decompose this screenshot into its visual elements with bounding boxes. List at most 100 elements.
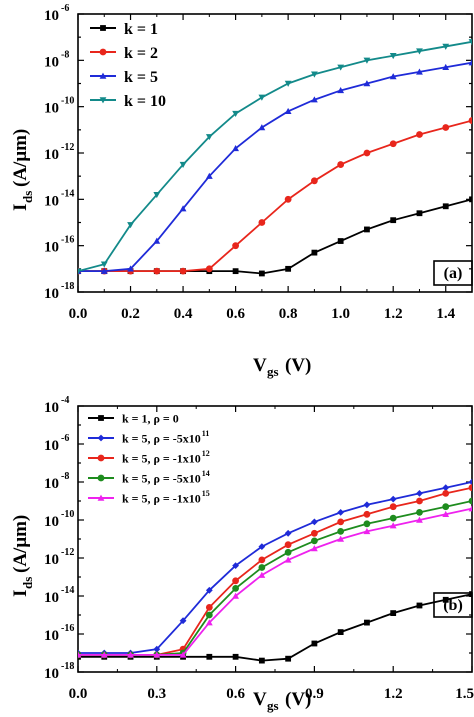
legend-entry-label: k = 5, ρ = -1x10 bbox=[122, 491, 201, 505]
data-point bbox=[337, 528, 345, 535]
legend-swatch-marker bbox=[97, 474, 105, 482]
data-point bbox=[232, 242, 240, 250]
data-point bbox=[442, 596, 449, 603]
y-tick-label-exponent: -8 bbox=[61, 471, 69, 482]
y-tick-label: 10 bbox=[44, 286, 59, 302]
y-tick-label: 10 bbox=[44, 8, 59, 24]
data-point bbox=[389, 73, 397, 80]
y-tick-label-exponent: -12 bbox=[61, 547, 74, 558]
series-3 bbox=[78, 484, 472, 659]
series-line bbox=[78, 61, 472, 273]
legend-entry-label: k = 10 bbox=[124, 93, 166, 110]
x-tick-label: 1.4 bbox=[436, 306, 455, 322]
x-tick-label: 0.0 bbox=[69, 686, 88, 702]
data-point bbox=[468, 484, 472, 492]
data-point bbox=[389, 52, 397, 60]
data-point bbox=[179, 161, 187, 168]
x-tick-label: 0.6 bbox=[226, 686, 245, 702]
y-axis-label-unit: (A/μm) bbox=[10, 129, 31, 187]
data-point bbox=[284, 107, 292, 115]
y-tick-label: 10 bbox=[44, 240, 59, 256]
legend-swatch-marker bbox=[98, 415, 104, 421]
y-tick-label-exponent: -14 bbox=[61, 188, 74, 199]
data-point bbox=[284, 529, 292, 537]
legend-swatch-marker bbox=[99, 72, 107, 79]
data-point bbox=[258, 571, 266, 578]
series-line bbox=[78, 40, 472, 273]
data-point bbox=[258, 564, 266, 571]
data-point bbox=[284, 80, 292, 87]
data-point bbox=[205, 172, 213, 179]
data-point bbox=[153, 237, 161, 244]
series-2 bbox=[78, 117, 472, 275]
data-point bbox=[311, 249, 318, 256]
data-point bbox=[311, 640, 318, 647]
data-point bbox=[337, 87, 345, 94]
panel-label-box bbox=[433, 260, 473, 286]
y-tick-label-exponent: -12 bbox=[61, 142, 74, 153]
legend-entry-label: k = 1 bbox=[124, 21, 158, 38]
x-tick-label: 0.4 bbox=[174, 306, 193, 322]
x-tick-label: 0.8 bbox=[279, 306, 298, 322]
data-point bbox=[205, 265, 213, 273]
series-5 bbox=[78, 505, 472, 658]
y-axis-label: I bbox=[10, 590, 31, 597]
y-axis-label-subscript: ds bbox=[20, 577, 35, 589]
x-tick-label: 0.2 bbox=[121, 306, 140, 322]
legend-swatch-marker bbox=[97, 434, 105, 442]
data-point bbox=[179, 617, 187, 625]
data-point bbox=[100, 261, 108, 268]
data-point bbox=[127, 222, 134, 229]
legend-entry-label: k = 5, ρ = -1x10 bbox=[122, 451, 201, 465]
data-point bbox=[442, 503, 450, 511]
x-axis-label-unit: (V) bbox=[285, 355, 311, 376]
data-point bbox=[205, 586, 213, 594]
legend-swatch-marker bbox=[97, 454, 105, 462]
y-tick-label-exponent: -18 bbox=[61, 281, 74, 292]
series-line bbox=[78, 593, 472, 662]
legend-swatch-marker bbox=[100, 25, 106, 31]
x-tick-label: 1.2 bbox=[384, 686, 403, 702]
data-point bbox=[78, 651, 82, 658]
x-tick-label: 0.6 bbox=[226, 306, 245, 322]
data-point bbox=[416, 48, 423, 55]
data-point bbox=[153, 645, 161, 653]
data-point bbox=[442, 484, 450, 492]
data-point bbox=[311, 71, 318, 78]
x-axis-label-unit: (V) bbox=[285, 689, 311, 710]
data-point bbox=[363, 149, 371, 157]
y-tick-label: 10 bbox=[44, 147, 59, 163]
data-point bbox=[232, 577, 240, 585]
data-point bbox=[468, 505, 472, 512]
x-tick-label: 0.0 bbox=[69, 306, 88, 322]
data-point bbox=[311, 518, 318, 526]
data-point bbox=[469, 591, 472, 597]
data-point bbox=[153, 267, 161, 275]
data-point bbox=[232, 144, 239, 152]
y-tick-label: 10 bbox=[44, 193, 59, 209]
data-point bbox=[363, 528, 371, 535]
data-point bbox=[205, 604, 213, 611]
y-tick-label-exponent: -14 bbox=[61, 585, 74, 596]
data-point bbox=[205, 611, 213, 619]
data-point bbox=[469, 196, 472, 203]
legend-entry-label: k = 2 bbox=[124, 45, 158, 62]
data-point bbox=[337, 509, 345, 516]
data-point bbox=[311, 96, 318, 103]
y-tick-label: 10 bbox=[44, 101, 59, 117]
y-tick-label: 10 bbox=[44, 54, 59, 70]
data-point bbox=[442, 43, 450, 50]
data-point bbox=[416, 509, 423, 516]
data-point bbox=[389, 514, 397, 522]
data-point bbox=[442, 510, 450, 518]
legend-entry-exponent: 12 bbox=[202, 449, 210, 458]
legend-swatch-marker bbox=[99, 97, 107, 104]
data-point bbox=[363, 57, 371, 64]
data-point bbox=[311, 177, 318, 185]
data-point bbox=[232, 592, 239, 599]
data-point bbox=[284, 195, 292, 203]
data-point bbox=[258, 543, 266, 550]
data-point bbox=[416, 68, 423, 75]
data-point bbox=[284, 556, 292, 563]
